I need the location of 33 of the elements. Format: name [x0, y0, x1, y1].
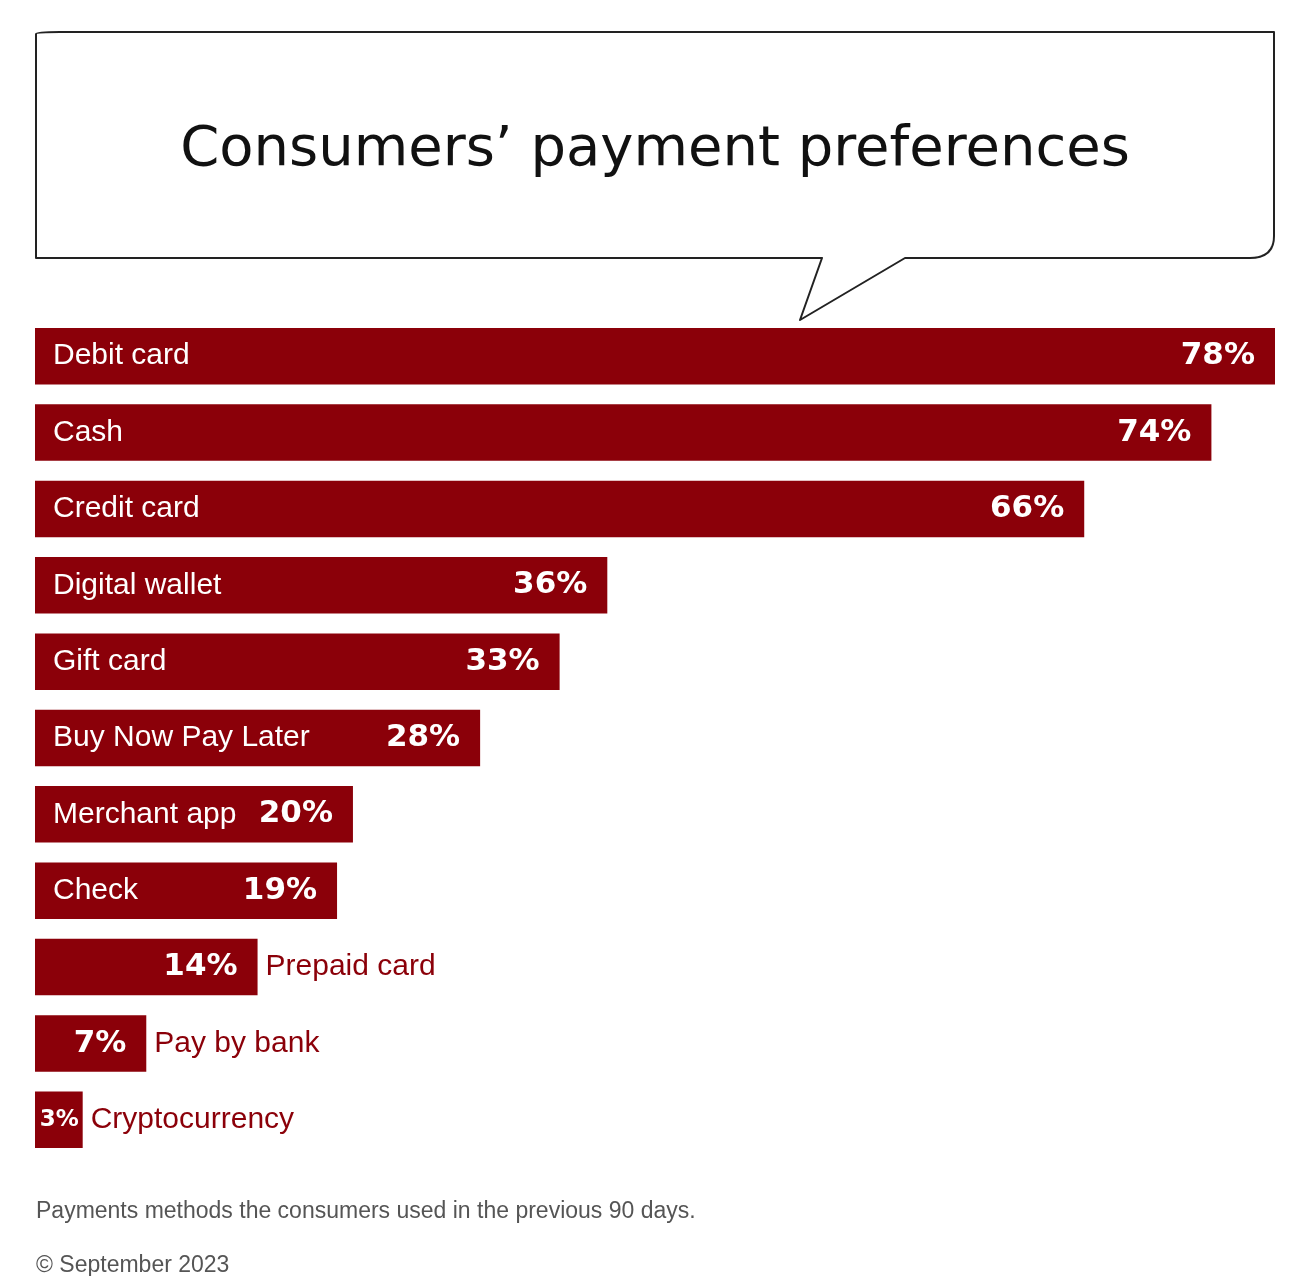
y-tick-label: Cryptocurrency [90, 1101, 295, 1135]
bar [35, 1015, 147, 1072]
data-label: 14% [163, 946, 238, 983]
data-label: 33% [465, 640, 540, 677]
y-tick-label: Check [53, 871, 140, 905]
y-tick-label: Credit card [53, 490, 200, 524]
data-label: 7% [73, 1022, 127, 1059]
data-label: 66% [990, 487, 1065, 524]
y-tick-label: Prepaid card [265, 948, 436, 982]
y-tick-label: Buy Now Pay Later [53, 719, 310, 753]
data-label: 74% [1117, 411, 1192, 448]
data-label: 78% [1180, 335, 1255, 372]
data-label: 36% [513, 564, 588, 601]
data-label: 20% [258, 793, 333, 830]
y-tick-label: Pay by bank [154, 1024, 321, 1058]
data-label: 19% [242, 869, 318, 906]
data-label: 28% [385, 717, 461, 754]
bar [35, 327, 1275, 385]
bar [35, 938, 258, 996]
bar [35, 862, 338, 919]
bar [35, 557, 608, 614]
text: Payments methods the consumers used in the previous 90 days. [36, 1196, 696, 1225]
text: © September 2023 [36, 1250, 231, 1276]
y-tick-label: Debit card [53, 337, 190, 371]
y-tick-label: Cash [53, 413, 124, 447]
y-tick-label: Gift card [53, 642, 167, 676]
y-tick-label: Merchant app [53, 795, 237, 829]
chart-title: Consumers’ payment preferences [179, 111, 1131, 180]
bar [35, 480, 1085, 538]
bar [35, 633, 560, 690]
y-tick-label: Digital wallet [53, 566, 223, 600]
data-label: 3% [39, 1104, 79, 1131]
bar [35, 404, 1212, 461]
